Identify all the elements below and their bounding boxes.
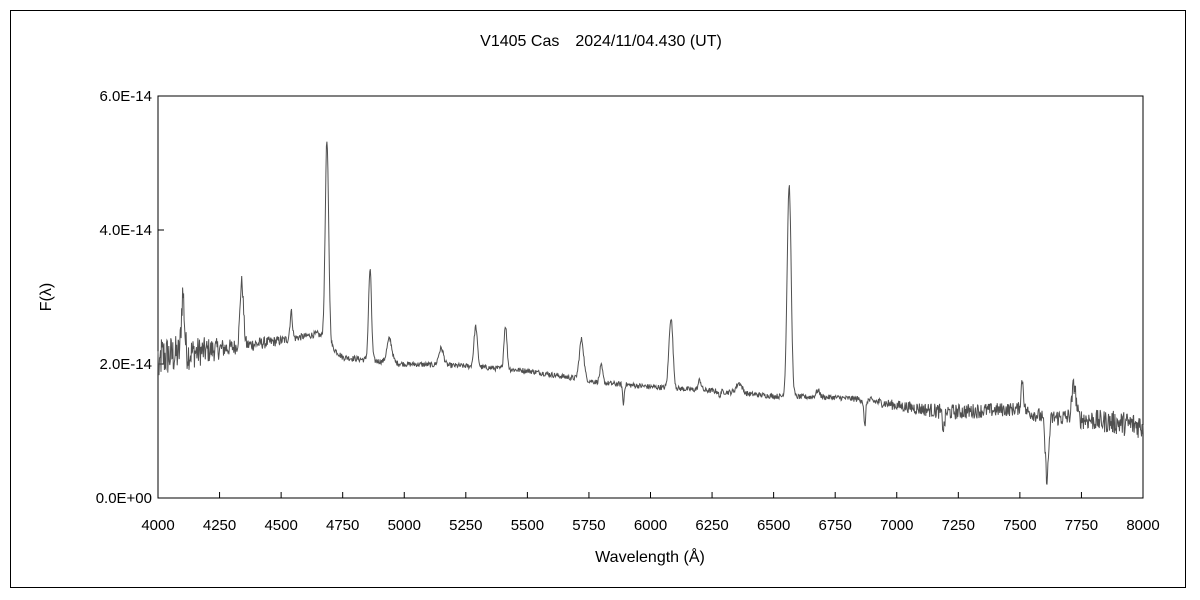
chart-frame: V1405 Cas 2024/11/04.430 (UT) 0.0E+00 2.0… [10,10,1186,588]
x-axis-title: Wavelength (Å) [595,547,705,566]
x-tick-label: 4000 [141,517,174,534]
x-tick-label: 4500 [264,517,297,534]
x-tick-label: 6000 [634,517,667,534]
x-tick-label: 7500 [1003,517,1036,534]
x-tick-label: 8000 [1126,517,1159,534]
x-tick-label: 6500 [757,517,790,534]
x-tick-label: 4250 [203,517,236,534]
x-tick-label: 7250 [942,517,975,534]
x-tick-label: 6250 [695,517,728,534]
x-tick-label: 5750 [572,517,605,534]
y-tick-label: 4.0E-14 [99,222,152,239]
y-tick-label: 0.0E+00 [96,490,152,507]
x-tick-label: 6750 [819,517,852,534]
plot-area [157,95,1144,499]
x-tick-label: 4750 [326,517,359,534]
y-tick-label: 6.0E-14 [99,88,152,105]
x-tick-label: 7750 [1065,517,1098,534]
x-tick-label: 5000 [388,517,421,534]
spectrum-chart: V1405 Cas 2024/11/04.430 (UT) 0.0E+00 2.0… [38,33,1160,566]
chart-title: V1405 Cas 2024/11/04.430 (UT) [480,33,722,50]
x-tick-label: 5250 [449,517,482,534]
y-tick-label: 2.0E-14 [99,356,152,373]
spectrum-series-line [157,141,1144,485]
x-tick-label: 5500 [511,517,544,534]
x-tick-label: 7000 [880,517,913,534]
y-axis-title: F(λ) [38,283,55,311]
y-axis: 0.0E+00 2.0E-14 4.0E-14 6.0E-14 [96,88,164,507]
x-axis: 4000 4250 4500 4750 5000 5250 5500 5750 6000 6250… [141,492,1160,534]
